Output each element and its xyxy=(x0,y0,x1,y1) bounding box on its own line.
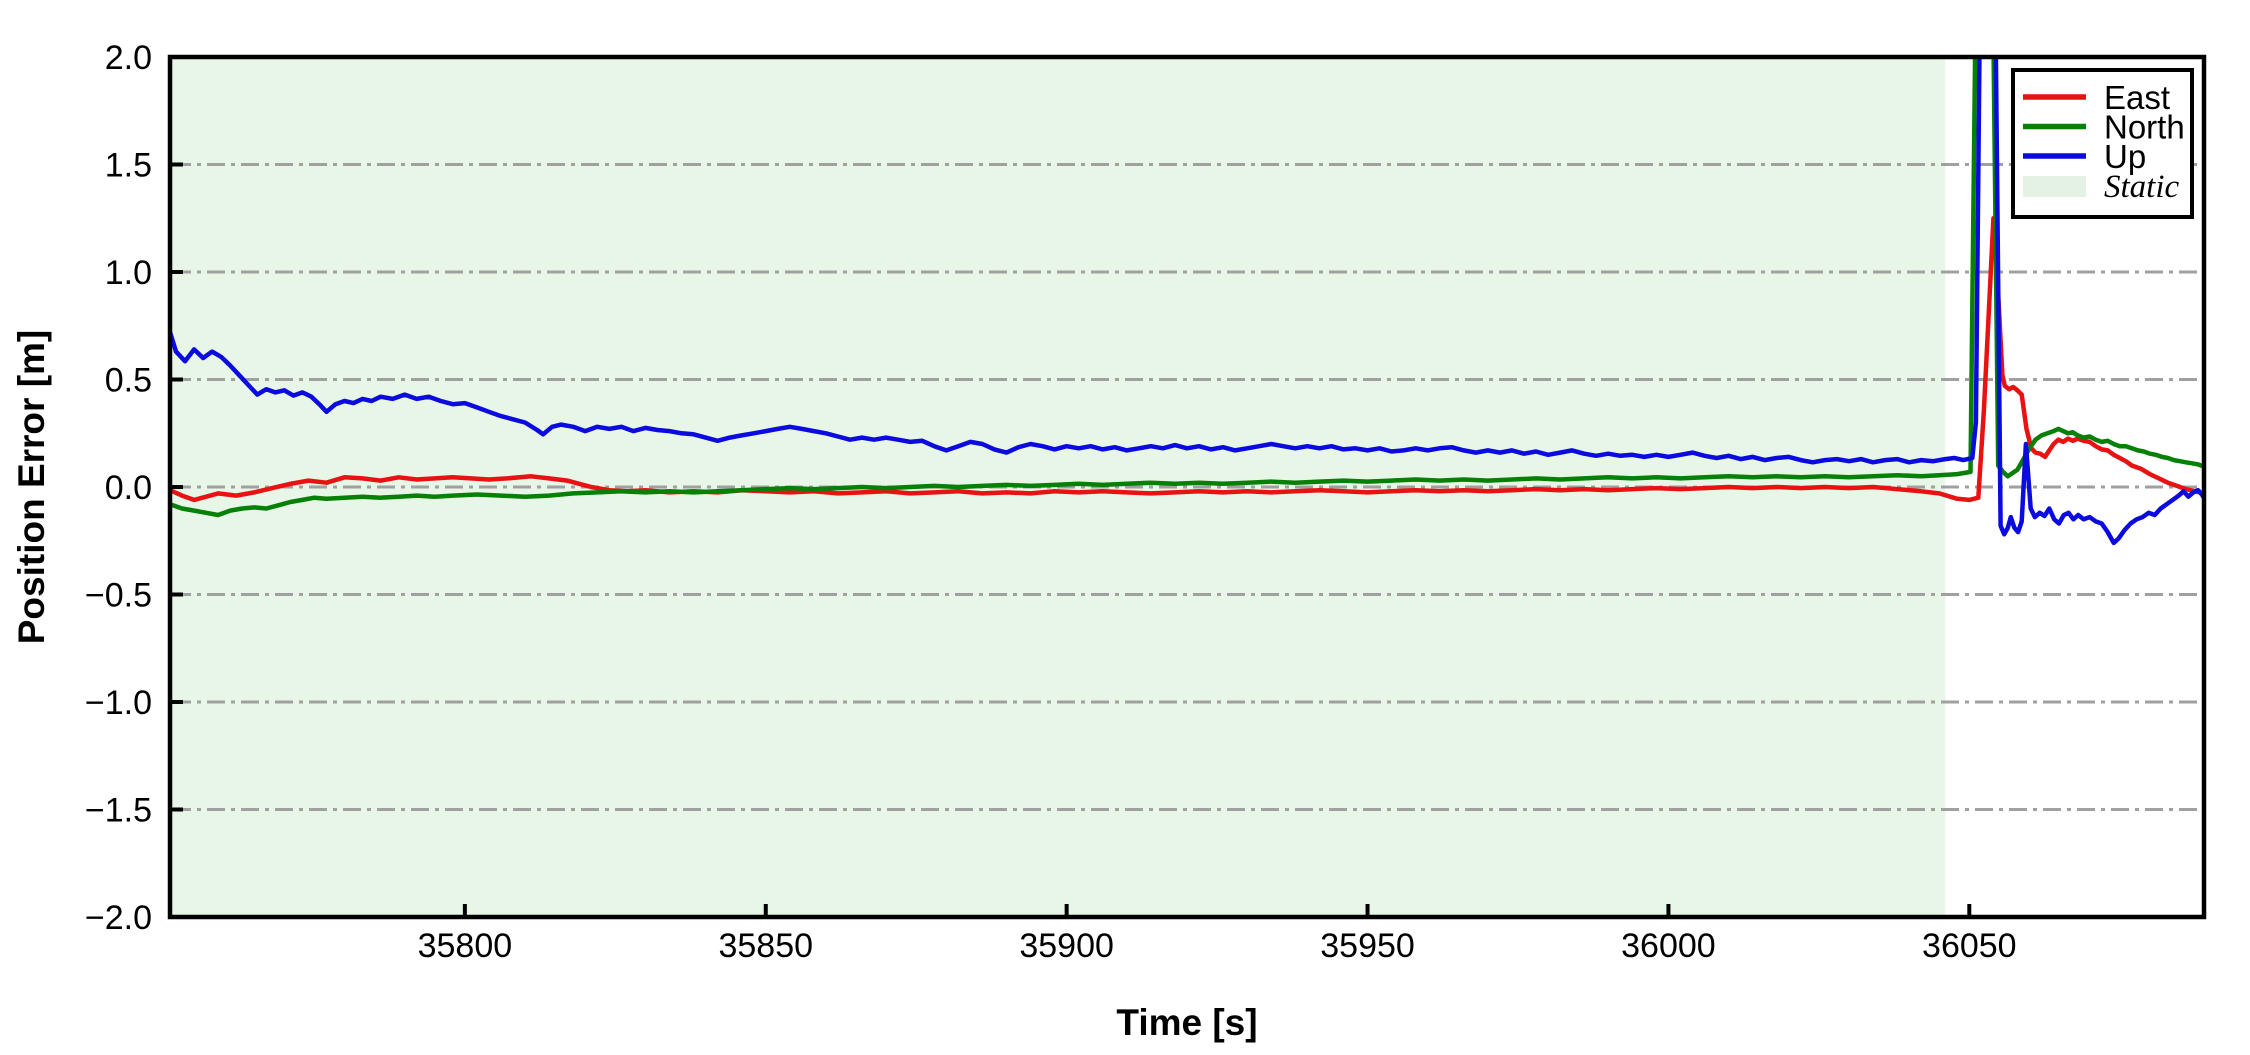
y-tick-label: 1.5 xyxy=(105,147,152,185)
axes-layer xyxy=(167,54,2207,920)
y-tick-label: 0.5 xyxy=(105,362,152,400)
series-north-line xyxy=(170,57,2204,518)
tick-label-layer: 35800 35850 35900 35950 36000 36050 −2.0 −1.5 −1… xyxy=(85,39,2017,965)
series-layer xyxy=(170,57,2204,546)
x-axis-title: Time [s] xyxy=(1116,1002,1257,1043)
legend-label-east: East xyxy=(2104,79,2170,116)
x-tick-label: 35800 xyxy=(418,927,513,965)
x-tick-label: 36050 xyxy=(1922,927,2017,965)
x-tick-label: 35950 xyxy=(1320,927,1415,965)
y-tick-label: −2.0 xyxy=(85,899,152,937)
y-tick-label: 2.0 xyxy=(105,39,152,77)
y-tick-label: 0.0 xyxy=(105,469,152,507)
series-up-line xyxy=(170,57,2204,546)
y-tick-label: −1.5 xyxy=(85,792,152,830)
legend-patch-static xyxy=(2023,176,2086,197)
legend-label-static: Static xyxy=(2104,169,2180,205)
series-east-line xyxy=(170,216,2204,503)
y-tick-label: −0.5 xyxy=(85,577,152,615)
y-tick-label: 1.0 xyxy=(105,254,152,292)
legend-label-up: Up xyxy=(2104,138,2146,175)
x-tick-label: 35900 xyxy=(1019,927,1114,965)
legend-label-north: North xyxy=(2104,109,2185,146)
x-tick-label: 36000 xyxy=(1621,927,1716,965)
x-tick-label: 35850 xyxy=(718,927,813,965)
y-tick-label: −1.0 xyxy=(85,684,152,722)
y-axis-title: Position Error [m] xyxy=(11,330,52,645)
